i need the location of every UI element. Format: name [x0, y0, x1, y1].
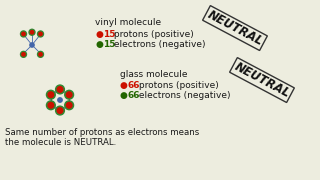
- Text: NEUTRAL: NEUTRAL: [232, 60, 292, 100]
- Circle shape: [37, 31, 44, 37]
- Circle shape: [66, 92, 72, 98]
- Text: NEUTRAL: NEUTRAL: [205, 8, 265, 48]
- Text: electrons (negative): electrons (negative): [111, 40, 205, 49]
- Circle shape: [20, 31, 27, 37]
- Circle shape: [57, 108, 63, 113]
- Text: 66: 66: [128, 91, 140, 100]
- Circle shape: [39, 53, 42, 56]
- Text: 66: 66: [128, 81, 140, 90]
- Circle shape: [56, 85, 64, 94]
- Text: protons (positive): protons (positive): [136, 81, 219, 90]
- Text: protons (positive): protons (positive): [111, 30, 194, 39]
- Text: ●: ●: [95, 30, 103, 39]
- Text: 15: 15: [103, 30, 116, 39]
- Circle shape: [57, 87, 63, 92]
- Text: electrons (negative): electrons (negative): [136, 91, 230, 100]
- Circle shape: [66, 102, 72, 108]
- Circle shape: [20, 51, 27, 57]
- Circle shape: [39, 32, 42, 36]
- Circle shape: [65, 90, 74, 99]
- Circle shape: [30, 43, 34, 47]
- Text: ●: ●: [120, 91, 128, 100]
- Circle shape: [22, 53, 25, 56]
- Circle shape: [65, 101, 74, 110]
- Text: vinyl molecule: vinyl molecule: [95, 18, 161, 27]
- Circle shape: [29, 29, 35, 35]
- Text: ●: ●: [120, 81, 128, 90]
- Circle shape: [30, 31, 34, 34]
- Circle shape: [58, 98, 62, 102]
- Text: glass molecule: glass molecule: [120, 70, 188, 79]
- Circle shape: [48, 102, 54, 108]
- Text: Same number of protons as electrons means: Same number of protons as electrons mean…: [5, 128, 199, 137]
- Circle shape: [22, 32, 25, 36]
- Circle shape: [46, 101, 55, 110]
- Circle shape: [56, 106, 64, 115]
- Text: the molecule is NEUTRAL.: the molecule is NEUTRAL.: [5, 138, 116, 147]
- Text: ●: ●: [95, 40, 103, 49]
- Circle shape: [46, 90, 55, 99]
- Circle shape: [48, 92, 54, 98]
- Circle shape: [37, 51, 44, 57]
- Text: 15: 15: [103, 40, 116, 49]
